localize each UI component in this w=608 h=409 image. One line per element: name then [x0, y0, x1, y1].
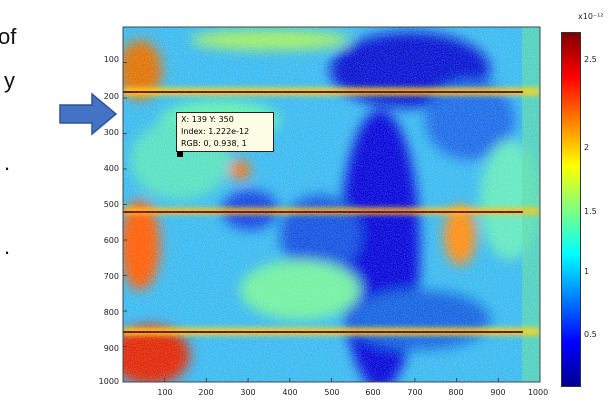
- x-tick-label: 300: [240, 388, 256, 397]
- colorbar: [561, 32, 581, 387]
- y-tick-label: 300: [103, 128, 119, 137]
- y-tick-label: 100: [103, 55, 119, 64]
- datatip-coords: X: 139 Y: 350: [181, 115, 234, 124]
- x-tick-label: 700: [407, 388, 423, 397]
- slide-text-fragment-2: y: [4, 68, 15, 93]
- colorbar-tick-label: 2.5: [584, 55, 597, 64]
- colorbar-scale-label: x10⁻¹²: [578, 12, 604, 21]
- y-tick-label: 1000: [98, 377, 119, 386]
- slide-text-fragment-3: .: [4, 150, 11, 175]
- arrow-right-icon: [59, 92, 118, 136]
- y-tick-label: 200: [103, 92, 119, 101]
- heatmap-image: [123, 27, 540, 382]
- data-cursor-marker[interactable]: [177, 151, 183, 157]
- x-tick-label: 600: [365, 388, 381, 397]
- x-tick-label: 800: [448, 388, 464, 397]
- y-tick-label: 400: [103, 164, 119, 173]
- x-tick-label: 100: [157, 388, 173, 397]
- x-tick-label: 1000: [527, 388, 549, 397]
- colorbar-tick-label: 0.5: [584, 330, 597, 339]
- y-tick-label: 600: [103, 236, 119, 245]
- x-tick-label: 200: [198, 388, 214, 397]
- x-tick-label: 900: [490, 388, 506, 397]
- y-tick-label: 500: [103, 200, 119, 209]
- colorbar-tick-label: 1.5: [584, 207, 597, 216]
- x-tick-label: 500: [324, 388, 340, 397]
- y-tick-label: 700: [103, 272, 119, 281]
- colorbar-tick-label: 2: [584, 143, 590, 152]
- datatip-rgb: RGB: 0, 0.938, 1: [181, 139, 247, 148]
- slide-text-fragment-4: .: [4, 234, 11, 259]
- colorbar-tick-label: 1: [584, 267, 590, 276]
- x-tick-label: 400: [282, 388, 298, 397]
- y-tick-label: 800: [103, 308, 119, 317]
- slide-text-fragment-1: of: [0, 24, 17, 49]
- data-cursor-tooltip: X: 139 Y: 350 Index: 1.222e-12 RGB: 0, 0…: [176, 112, 274, 152]
- y-tick-label: 900: [103, 344, 119, 353]
- datatip-index: Index: 1.222e-12: [181, 127, 250, 136]
